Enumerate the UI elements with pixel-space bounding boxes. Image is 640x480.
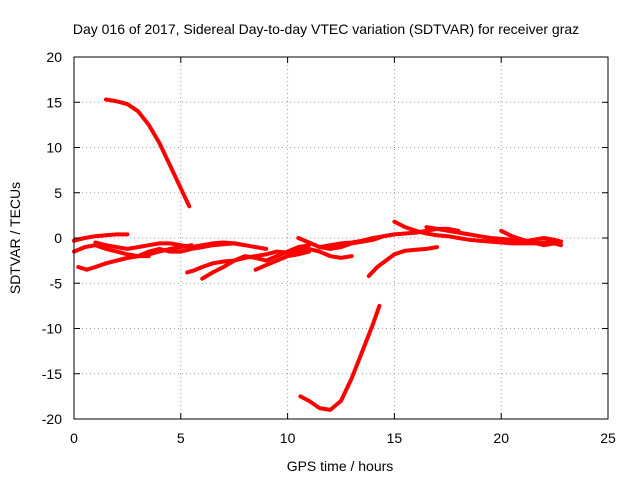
x-tick-labels: 0 5 10 15 20 25 — [70, 430, 616, 446]
x-tick-label: 10 — [280, 430, 296, 446]
series-arc-3 — [72, 232, 130, 243]
x-tick-label: 0 — [70, 430, 78, 446]
x-tick-label: 25 — [600, 430, 616, 446]
series-arc-1 — [104, 97, 192, 209]
series-arc-14 — [424, 225, 563, 244]
series-arc-8 — [185, 246, 354, 275]
y-tick-label: -20 — [42, 411, 62, 427]
ticks — [73, 56, 609, 420]
series-arc-12 — [296, 232, 397, 251]
y-axis-label: SDTVAR / TECUs — [7, 182, 23, 294]
y-tick-label: 0 — [54, 230, 62, 246]
x-tick-label: 20 — [493, 430, 509, 446]
y-tick-label: -15 — [42, 366, 62, 382]
y-tick-label: 20 — [46, 49, 62, 65]
series-arc-7 — [114, 241, 247, 263]
series-arc-10 — [253, 249, 311, 272]
chart-title: Day 016 of 2017, Sidereal Day-to-day VTE… — [73, 21, 579, 37]
y-tick-labels: -20 -15 -10 -5 0 5 10 15 20 — [42, 49, 62, 427]
x-axis-label: GPS time / hours — [287, 458, 394, 474]
x-tick-label: 15 — [387, 430, 403, 446]
y-tick-label: -5 — [50, 275, 63, 291]
series-arc-15 — [366, 245, 440, 278]
y-tick-label: -10 — [42, 321, 62, 337]
series-arc-9 — [200, 243, 311, 281]
series-arc-16 — [499, 228, 563, 248]
y-tick-label: 15 — [46, 94, 62, 110]
y-tick-label: 10 — [46, 140, 62, 156]
y-tick-label: 5 — [54, 185, 62, 201]
series-arc-2 — [298, 303, 382, 412]
x-tick-label: 5 — [177, 430, 185, 446]
series-layer — [72, 97, 563, 412]
